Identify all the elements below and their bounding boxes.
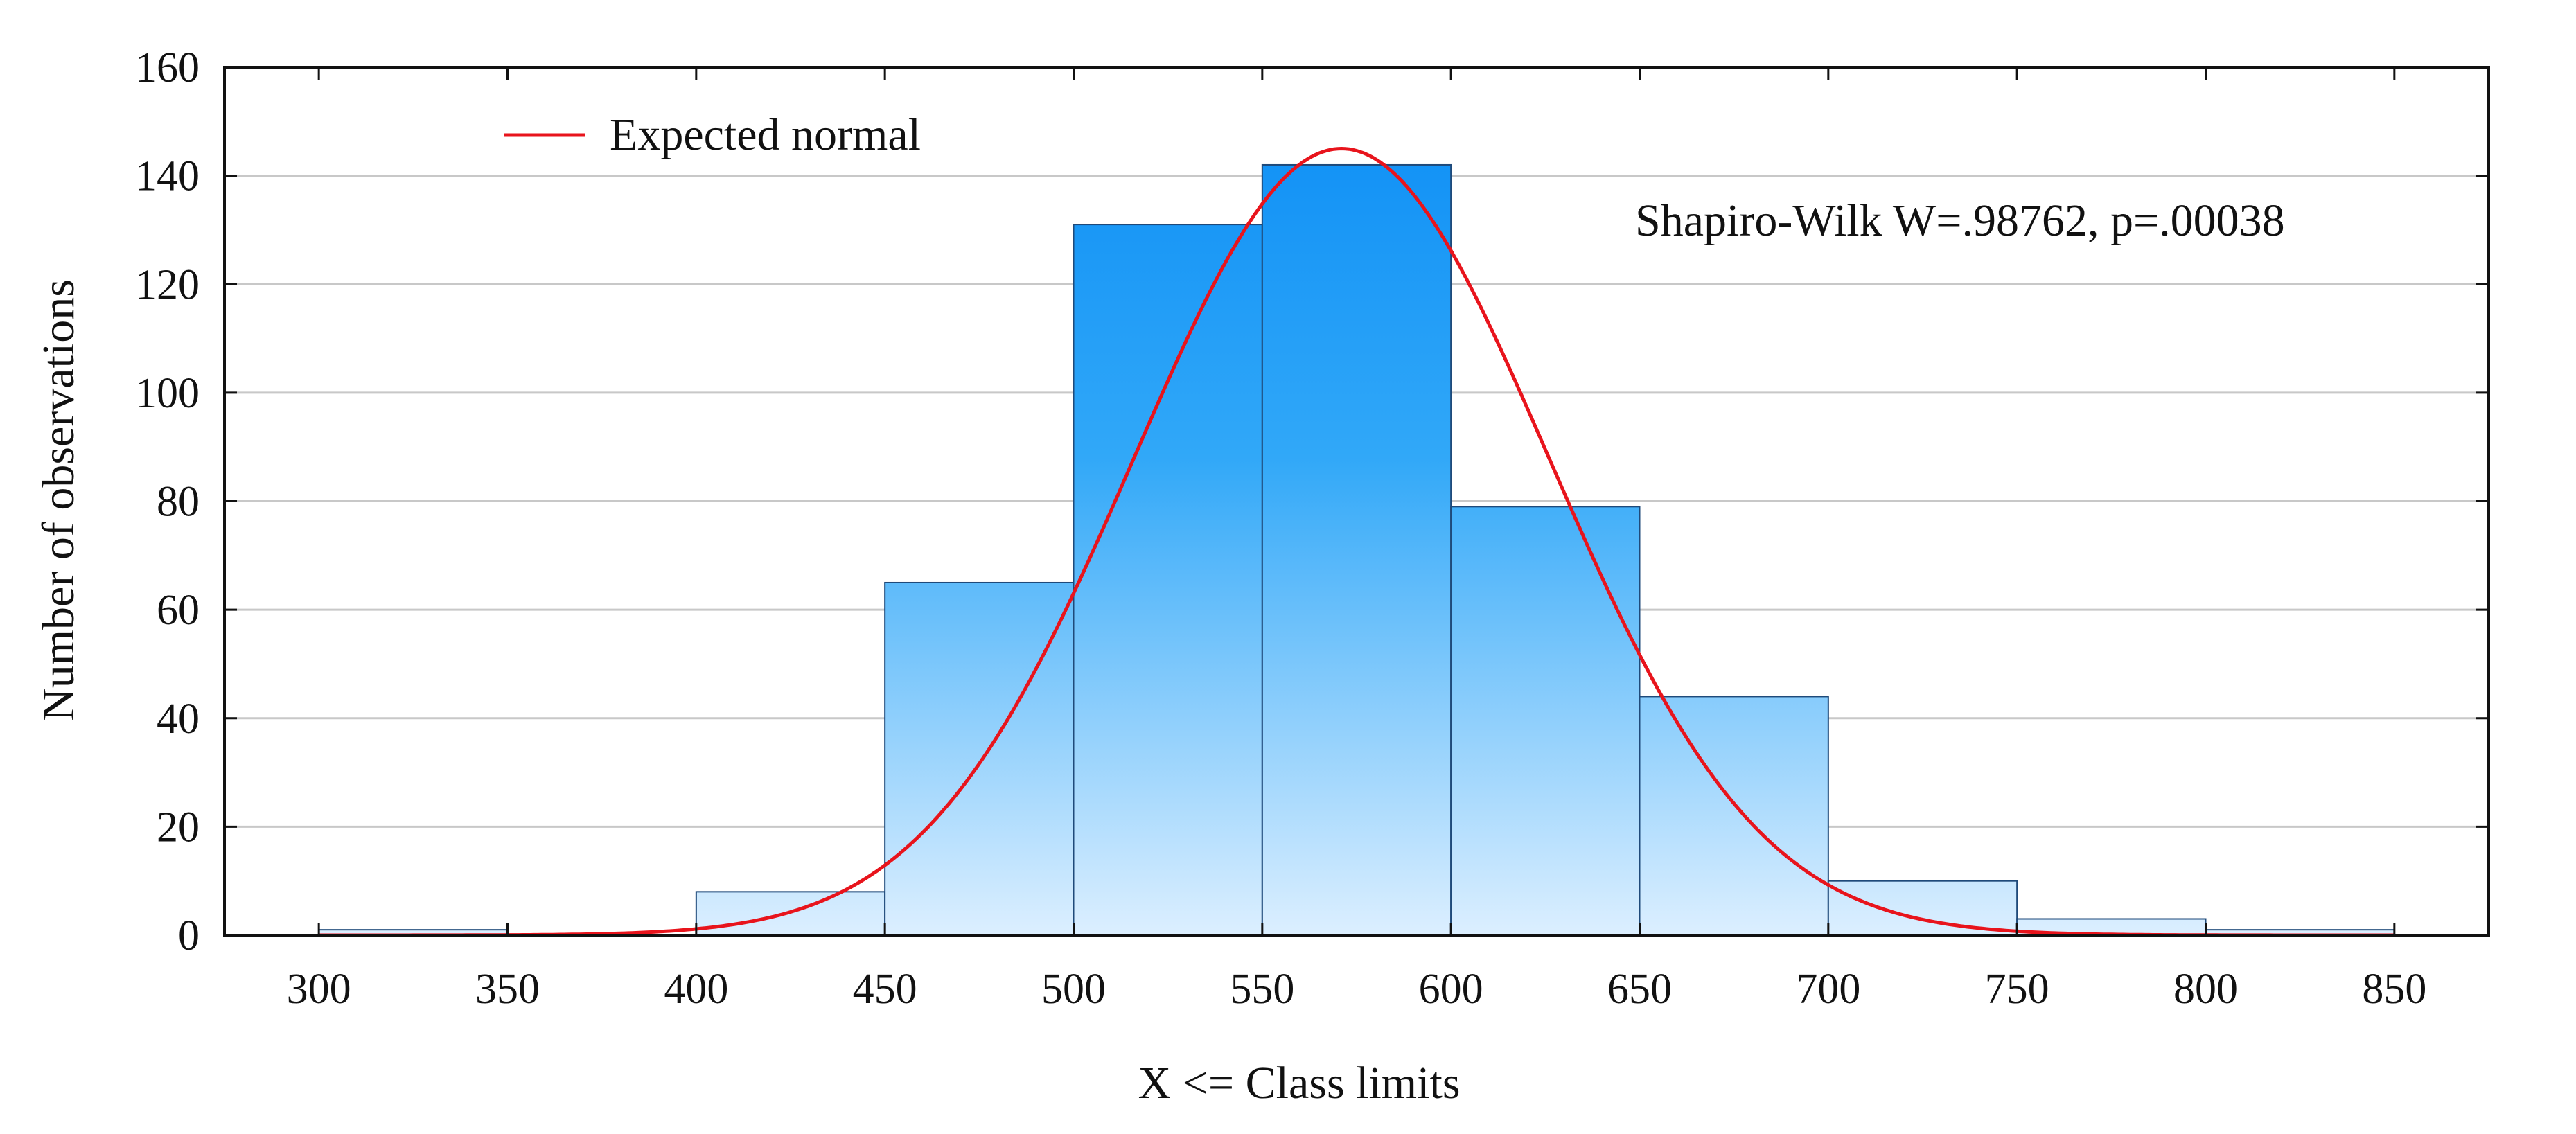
tick-marks — [224, 66, 2489, 937]
histogram-bars — [318, 163, 2395, 937]
histogram-bar-650-700 — [1639, 696, 1829, 936]
tick-labels: 300 350 400 450 500 550 600 650 700 750 800 850 0 20 4… — [135, 44, 2426, 1013]
y-axis-label: Number of observations — [33, 279, 84, 721]
y-tick-label-140: 140 — [135, 153, 200, 200]
expected-normal-curve-layer — [319, 146, 2394, 937]
x-tick-label-800: 800 — [2173, 966, 2238, 1013]
y-tick-label-40: 40 — [157, 696, 200, 743]
y-tick-label-80: 80 — [157, 479, 200, 526]
x-tick-label-650: 650 — [1607, 966, 1672, 1013]
shapiro-wilk-annotation: Shapiro-Wilk W=.98762, p=.00038 — [1635, 195, 2285, 246]
x-tick-label-600: 600 — [1419, 966, 1483, 1013]
expected-normal-curve — [319, 146, 2394, 937]
histogram-bar-700-750 — [1827, 880, 2018, 936]
x-tick-label-850: 850 — [2362, 966, 2426, 1013]
x-axis-label: X <= Class limits — [1138, 1058, 1461, 1108]
x-tick-label-300: 300 — [287, 966, 351, 1013]
x-tick-label-500: 500 — [1041, 966, 1106, 1013]
x-tick-label-550: 550 — [1230, 966, 1294, 1013]
histogram-bar-500-550 — [1073, 224, 1263, 937]
x-tick-label-400: 400 — [664, 966, 728, 1013]
histogram-bar-600-650 — [1450, 506, 1641, 936]
histogram-bar-450-500 — [884, 581, 1075, 936]
x-tick-label-350: 350 — [475, 966, 540, 1013]
x-tick-label-450: 450 — [853, 966, 917, 1013]
y-tick-label-120: 120 — [135, 261, 200, 308]
x-tick-label-750: 750 — [1985, 966, 2049, 1013]
y-tick-label-0: 0 — [178, 912, 200, 959]
y-tick-label-60: 60 — [157, 587, 200, 634]
histogram-bar-550-600 — [1261, 163, 1452, 936]
x-tick-label-700: 700 — [1796, 966, 1860, 1013]
y-tick-label-160: 160 — [135, 44, 200, 91]
y-tick-label-20: 20 — [157, 804, 200, 851]
legend: Expected normal — [504, 109, 921, 160]
y-tick-label-100: 100 — [135, 370, 200, 417]
legend-label: Expected normal — [610, 109, 921, 160]
